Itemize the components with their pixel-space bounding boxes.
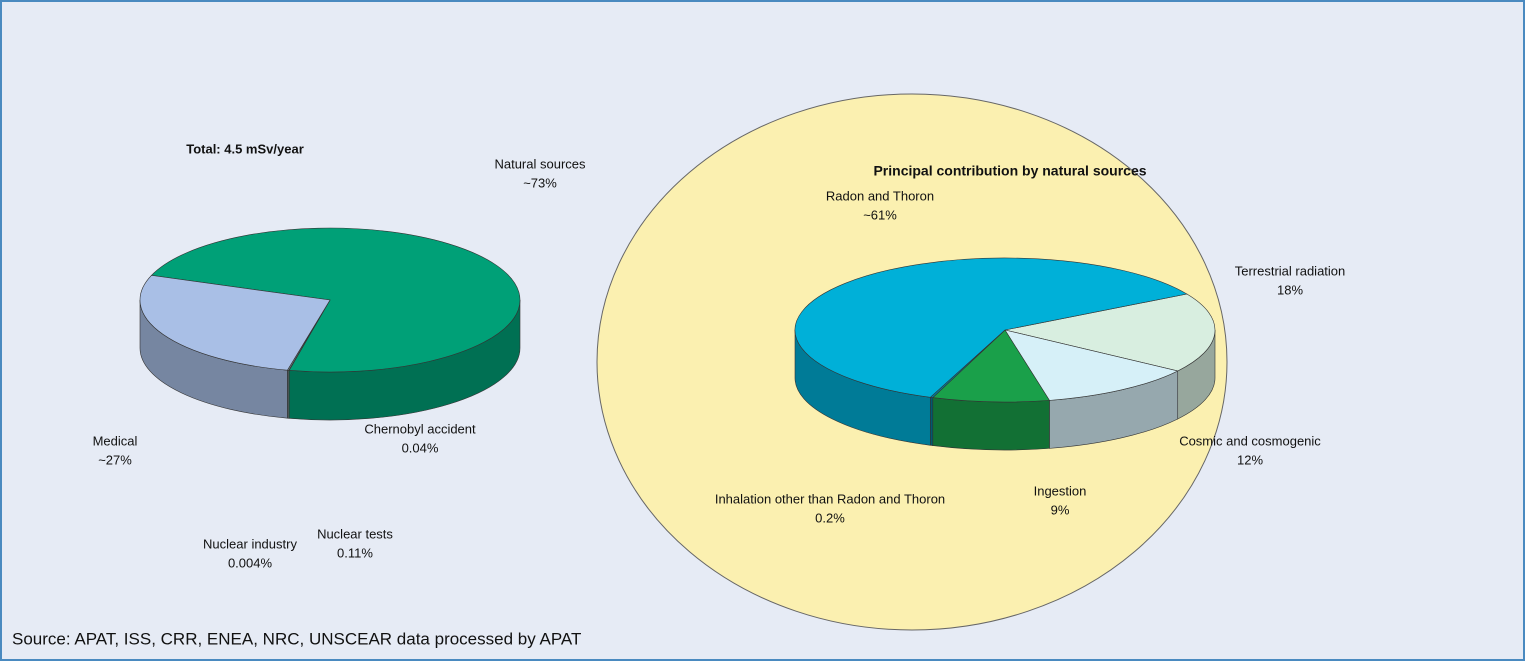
slice-label: Chernobyl accident	[364, 421, 476, 436]
slice-value-label: 9%	[1051, 502, 1070, 517]
slice-label: Natural sources	[494, 156, 586, 171]
slice-value-label: 12%	[1237, 452, 1263, 467]
slice-label: Terrestrial radiation	[1235, 263, 1346, 278]
pie-top	[794, 257, 1188, 398]
pie-top	[932, 329, 1050, 403]
pie-side	[932, 397, 1050, 451]
pie-slice	[1004, 293, 1216, 420]
slice-value-label: 0.2%	[815, 510, 845, 525]
pie-slice	[1004, 329, 1179, 449]
source-note: Source: APAT, ISS, CRR, ENEA, NRC, UNSCE…	[12, 629, 581, 648]
slice-value-label: 18%	[1277, 282, 1303, 297]
slice-label: Inhalation other than Radon and Thoron	[715, 491, 945, 506]
slice-value-label: ~27%	[98, 452, 132, 467]
slice-label: Radon and Thoron	[826, 188, 934, 203]
pie-slice	[794, 257, 1188, 446]
slice-label: Ingestion	[1034, 483, 1087, 498]
pie-slice	[932, 329, 1050, 451]
slice-label: Nuclear tests	[317, 526, 393, 541]
slice-value-label: 0.004%	[228, 555, 273, 570]
pie-side	[929, 396, 934, 446]
pie-slice	[139, 275, 331, 419]
chart-title: Total: 4.5 mSv/year	[186, 141, 304, 156]
pie-top	[1004, 329, 1179, 401]
slice-value-label: 0.11%	[337, 545, 373, 560]
slice-value-label: 0.04%	[402, 440, 439, 455]
chart-title: Principal contribution by natural source…	[873, 163, 1146, 179]
slice-label: Nuclear industry	[203, 536, 297, 551]
slice-label: Medical	[93, 433, 138, 448]
pie-top	[150, 227, 521, 373]
slice-value-label: ~61%	[863, 207, 897, 222]
slice-value-label: ~73%	[523, 175, 557, 190]
slice-label: Cosmic and cosmogenic	[1179, 433, 1321, 448]
pie-top	[1004, 293, 1216, 372]
pie-top	[139, 275, 331, 371]
